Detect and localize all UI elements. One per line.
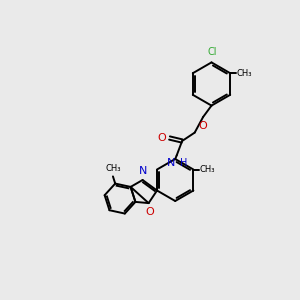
Text: N: N <box>167 158 175 168</box>
Text: H: H <box>180 158 188 168</box>
Text: O: O <box>157 133 166 143</box>
Text: CH₃: CH₃ <box>105 164 121 173</box>
Text: N: N <box>138 167 147 176</box>
Text: Cl: Cl <box>207 47 217 57</box>
Text: CH₃: CH₃ <box>200 165 215 174</box>
Text: O: O <box>146 207 154 217</box>
Text: O: O <box>199 121 208 130</box>
Text: CH₃: CH₃ <box>237 69 252 78</box>
